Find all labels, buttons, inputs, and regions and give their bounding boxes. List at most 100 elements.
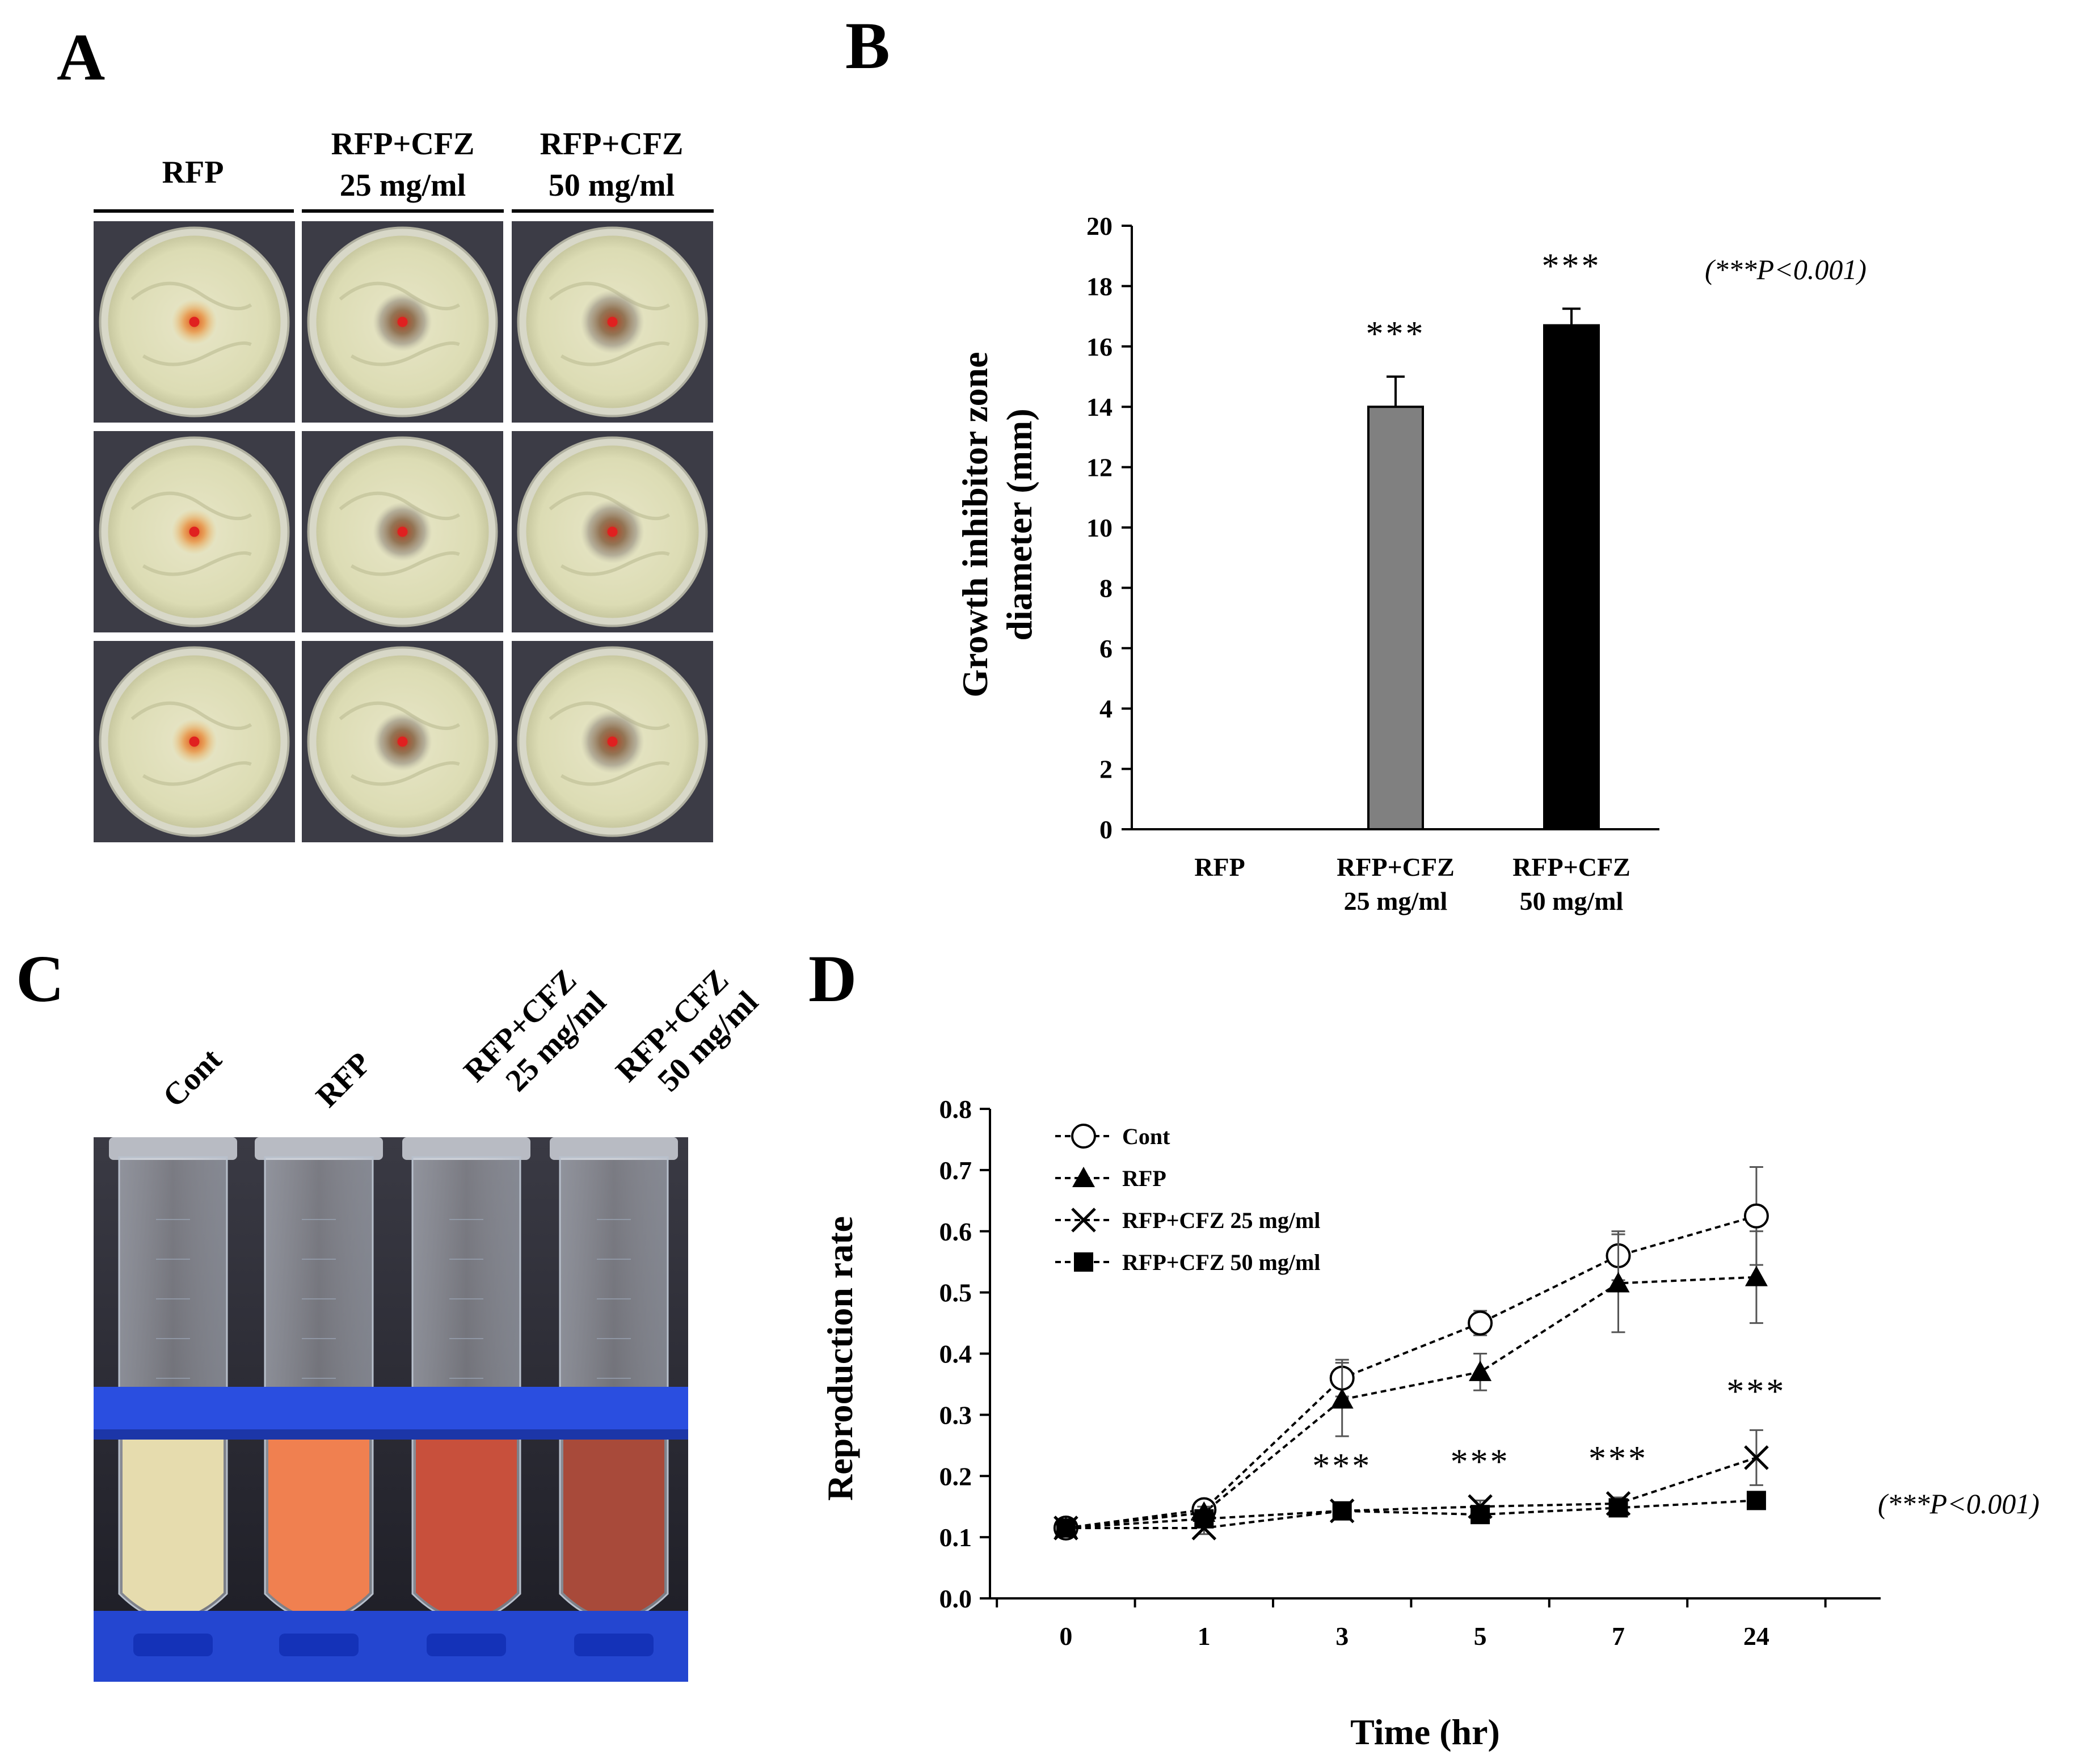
- plate-cell: [512, 221, 713, 423]
- rack-top-bar: [94, 1387, 688, 1429]
- tube-label-line1: Cont: [156, 1041, 229, 1114]
- legend-marker: [1072, 1167, 1095, 1187]
- bar-pvalue-note: (***P<0.001): [1705, 254, 1866, 285]
- plate-header-rfp: RFP: [162, 155, 224, 190]
- panel-label-b: B: [845, 9, 890, 83]
- rack-slot-2: [427, 1634, 506, 1656]
- y-tick-label: 2: [1099, 755, 1113, 784]
- tube-2: [402, 1137, 530, 1622]
- bar-ylabel-line2: diameter (mm): [999, 408, 1039, 640]
- legend-marker: [1074, 1252, 1093, 1272]
- x-category-sublabel-2: 50 mg/ml: [1520, 887, 1624, 915]
- tube-collar: [109, 1137, 237, 1160]
- y-tick-label: 8: [1099, 573, 1113, 602]
- data-point: [1470, 1505, 1490, 1525]
- significance-mark-2: ***: [1542, 247, 1602, 285]
- drug-disc: [397, 526, 408, 537]
- plate-cell: [302, 221, 503, 423]
- series-3: [1056, 1491, 1766, 1538]
- tube-label-line1: RFP: [309, 1045, 378, 1114]
- y-tick-label: 0.8: [939, 1095, 972, 1124]
- line-chart-axes: 0.0 0.1 0.2 0.3 0.4 0.5 0.6 0.7 0.8 0 1 3 5 7 24: [939, 1095, 1881, 1651]
- plate-streak: [130, 281, 252, 366]
- legend-entry-1: RFP: [1055, 1166, 1166, 1191]
- legend-marker: [1071, 1208, 1096, 1233]
- plate-header-50-line1: RFP+CFZ: [540, 126, 684, 162]
- y-tick-label: 0.5: [939, 1278, 972, 1307]
- drug-disc: [189, 316, 200, 327]
- bar-2: [1543, 324, 1600, 830]
- panel-a: RFP RFP+CFZ 25 mg/ml RFP+CFZ 50 mg/ml: [94, 126, 714, 842]
- plate-cell: [94, 431, 295, 632]
- line-chart-series: *** *** *** ***: [1053, 1166, 1786, 1541]
- x-category-sublabel-1: 25 mg/ml: [1344, 887, 1448, 915]
- legend-marker: [1071, 1124, 1096, 1149]
- y-tick-label: 0.2: [939, 1462, 972, 1491]
- y-tick-label: 14: [1086, 393, 1113, 421]
- tube-collar: [255, 1137, 383, 1160]
- legend-entry-0: Cont: [1055, 1124, 1170, 1149]
- x-category-label-2: RFP+CFZ: [1512, 853, 1630, 881]
- data-point: [1607, 1272, 1630, 1293]
- panel-label-a: A: [57, 20, 105, 94]
- tube-1: [255, 1137, 383, 1622]
- data-point: [1330, 1388, 1354, 1409]
- x-tick-label: 7: [1612, 1622, 1625, 1651]
- y-tick-label: 18: [1086, 272, 1113, 301]
- panel-label-c: C: [16, 942, 64, 1016]
- plate-header-25-line1: RFP+CFZ: [331, 126, 475, 162]
- tube-label-1: RFP: [309, 1045, 378, 1114]
- rack-slot-0: [133, 1634, 213, 1656]
- y-tick-label: 16: [1086, 332, 1113, 361]
- legend-label: RFP+CFZ 50 mg/ml: [1122, 1250, 1320, 1275]
- drug-disc: [607, 316, 618, 327]
- legend-label: RFP+CFZ 25 mg/ml: [1122, 1208, 1320, 1233]
- legend-entry-2: RFP+CFZ 25 mg/ml: [1055, 1208, 1320, 1233]
- y-tick-label: 4: [1099, 694, 1113, 723]
- x-category-label-0: RFP: [1194, 853, 1245, 881]
- y-tick-label: 20: [1086, 212, 1113, 240]
- plate-grid: [94, 221, 713, 842]
- series-line-2: [1065, 1456, 1757, 1529]
- significance-mark-2: ***: [1312, 1447, 1372, 1486]
- rack-slot-3: [574, 1634, 654, 1656]
- drug-disc: [189, 526, 200, 537]
- significance-mark-5: ***: [1726, 1372, 1786, 1411]
- series-line-1: [1065, 1276, 1757, 1529]
- legend-entry-3: RFP+CFZ 50 mg/ml: [1055, 1250, 1320, 1275]
- series-line-0: [1065, 1214, 1757, 1529]
- y-tick-label: 0.0: [939, 1584, 972, 1613]
- series-line-3: [1065, 1499, 1757, 1529]
- plate-cell: [512, 431, 713, 632]
- plate-cell: [302, 641, 503, 842]
- data-point: [1469, 1360, 1492, 1381]
- plate-streak: [130, 491, 252, 576]
- x-tick-label: 0: [1059, 1622, 1072, 1651]
- line-pvalue-note: (***P<0.001): [1878, 1488, 2040, 1520]
- y-tick-label: 10: [1086, 513, 1113, 542]
- rack-top-shadow: [94, 1429, 688, 1440]
- x-tick-label: 5: [1474, 1622, 1487, 1651]
- plate-header-25-line2: 25 mg/ml: [340, 168, 466, 203]
- drug-disc: [189, 736, 200, 747]
- tube-collar: [550, 1137, 678, 1160]
- line-chart-legend: Cont RFP RFP+CFZ 25 mg/ml RFP+CFZ 50 mg/ml: [1055, 1124, 1320, 1275]
- series-1: [1054, 1230, 1768, 1537]
- drug-disc: [607, 526, 618, 537]
- data-point: [1746, 1491, 1766, 1510]
- panel-label-d: D: [808, 942, 857, 1016]
- x-tick-label: 1: [1198, 1622, 1211, 1651]
- significance-mark-1: ***: [1366, 315, 1426, 353]
- data-point: [1745, 1265, 1768, 1286]
- tube-collar: [402, 1137, 530, 1160]
- y-tick-label: 0: [1099, 815, 1113, 844]
- tube-photo: [94, 1137, 688, 1682]
- x-tick-label: 3: [1335, 1622, 1349, 1651]
- drug-disc: [397, 316, 408, 327]
- plate-header-50-line2: 50 mg/ml: [549, 168, 675, 203]
- drug-disc: [607, 736, 618, 747]
